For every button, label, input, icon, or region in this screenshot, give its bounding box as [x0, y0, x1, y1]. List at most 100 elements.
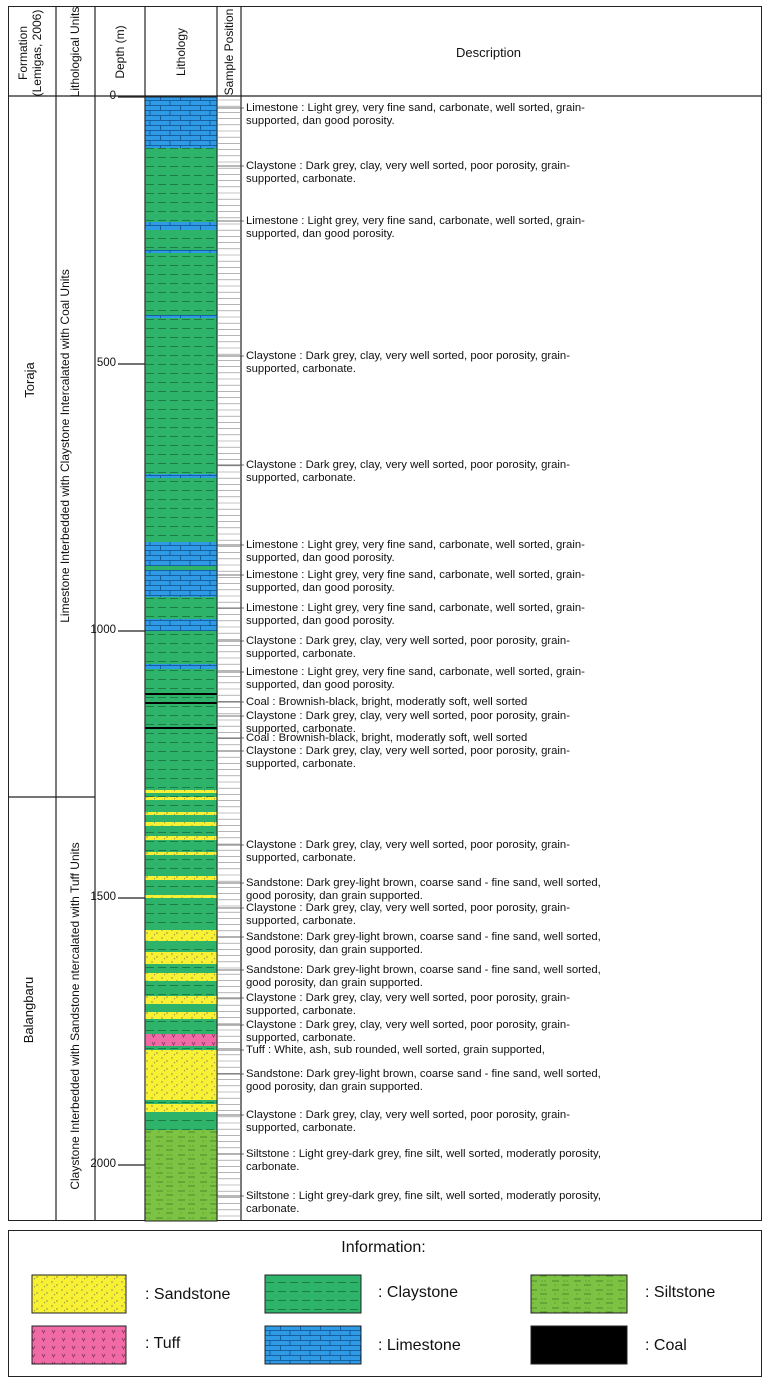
lithology-layer-claystone: [145, 840, 217, 852]
layer-description: Claystone : Dark grey, clay, very well s…: [246, 1109, 570, 1135]
lithology-layer-claystone: [145, 815, 217, 822]
layer-description: Claystone : Dark grey, clay, very well s…: [246, 350, 570, 376]
lithology-layer-claystone: [145, 148, 217, 222]
legend-swatch-sandstone: [31, 1274, 127, 1314]
lithology-layer-coal: [145, 693, 217, 695]
lithology-layer-sandstone: [145, 790, 217, 793]
layer-description: Claystone : Dark grey, clay, very well s…: [246, 839, 570, 865]
depth-tick-label: 2000: [90, 1158, 116, 1170]
lithology-layer-sandstone: [145, 895, 217, 898]
layer-description: Tuff : White, ash, sub rounded, well sor…: [246, 1044, 545, 1056]
layer-description: Claystone : Dark grey, clay, very well s…: [246, 902, 570, 928]
layer-description: Claystone : Dark grey, clay, very well s…: [246, 710, 570, 736]
lithology-layer-sandstone: [145, 952, 217, 964]
header-description: Description: [456, 45, 522, 60]
layer-description: Limestone : Light grey, very fine sand, …: [246, 666, 585, 692]
layer-description: Sandstone: Dark grey-light brown, coarse…: [246, 877, 601, 903]
lithology-layer-limestone: [145, 474, 217, 478]
legend-label-coal: : Coal: [645, 1337, 687, 1354]
column-frame: [8, 6, 762, 1221]
legend-label-tuff: : Tuff: [145, 1335, 181, 1352]
lithology-layer-sandstone: [145, 973, 217, 981]
depth-tick-label: 500: [96, 357, 116, 369]
layer-description: Sandstone: Dark grey-light brown, coarse…: [246, 1068, 601, 1094]
lithology-layer-claystone: [145, 964, 217, 973]
lithology-layer-limestone: [145, 570, 217, 597]
lithology-layer-sandstone: [145, 822, 217, 826]
layer-description: Claystone : Dark grey, clay, very well s…: [246, 160, 570, 186]
layer-description: Limestone : Light grey, very fine sand, …: [246, 602, 585, 628]
lithology-layer-claystone: [145, 230, 217, 250]
layer-description: Limestone : Light grey, very fine sand, …: [246, 215, 585, 241]
lithology-layer-sandstone: [145, 852, 217, 855]
depth-tick-label: 0: [109, 90, 116, 102]
legend-swatch-tuff: [31, 1325, 127, 1365]
lithology-layer-sandstone: [145, 930, 217, 941]
lithology-layer-claystone: [145, 941, 217, 952]
legend-frame: [8, 1230, 762, 1377]
lithology-layer-limestone: [145, 619, 217, 631]
lithology-layer-claystone: [145, 704, 217, 727]
lithology-layer-claystone: [145, 695, 217, 702]
lithology-layer-coal: [145, 727, 217, 729]
legend-label-sandstone: : Sandstone: [145, 1286, 231, 1303]
legend-label-siltstone: : Siltstone: [645, 1284, 716, 1301]
lithology-layer-claystone: [145, 729, 217, 790]
lithology-layer-claystone: [145, 800, 217, 812]
legend-title: Information:: [341, 1239, 426, 1256]
lithology-layer-limestone: [145, 315, 217, 318]
lithology-layer-claystone: [145, 826, 217, 836]
layer-description: Sandstone: Dark grey-light brown, coarse…: [246, 931, 601, 957]
lithology-layer-tuff: [145, 1034, 217, 1046]
layer-description: Coal : Brownish-black, bright, moderatly…: [246, 732, 528, 744]
lithology-layer-sandstone: [145, 876, 217, 880]
lithology-layer-coal: [145, 702, 217, 704]
lithology-layer-sandstone: [145, 836, 217, 840]
lithology-layer-siltstone: [145, 1130, 217, 1221]
layer-description: Claystone : Dark grey, clay, very well s…: [246, 745, 570, 771]
lithology-layer-limestone: [145, 542, 217, 566]
lithology-layer-claystone: [145, 981, 217, 996]
layer-description: Limestone : Light grey, very fine sand, …: [246, 539, 585, 565]
lithology-layer-claystone: [145, 669, 217, 693]
lithology-layer-claystone: [145, 597, 217, 619]
lithology-layer-claystone: [145, 1046, 217, 1050]
lithology-column-border: [144, 96, 218, 1222]
lithology-layer-claystone: [145, 631, 217, 664]
legend-swatch-limestone: [264, 1325, 362, 1365]
lithology-layer-claystone: [145, 566, 217, 570]
layer-description: Sandstone: Dark grey-light brown, coarse…: [246, 964, 601, 990]
lithology-layer-claystone: [145, 318, 217, 474]
lithology-layer-limestone: [145, 97, 217, 148]
legend-swatch-claystone: [264, 1274, 362, 1314]
layer-description: Coal : Brownish-black, bright, moderatly…: [246, 696, 528, 708]
depth-tick-label: 1500: [90, 891, 116, 903]
layer-description: Claystone : Dark grey, clay, very well s…: [246, 1019, 570, 1045]
lithology-layer-claystone: [145, 855, 217, 876]
lithology-layer-sandstone: [145, 797, 217, 800]
lithology-layer-limestone: [145, 222, 217, 230]
lithology-layer-claystone: [145, 1019, 217, 1034]
lithology-layer-sandstone: [145, 1050, 217, 1100]
lithology-layer-sandstone: [145, 1104, 217, 1112]
lithology-layer-claystone: [145, 478, 217, 542]
lithology-layer-limestone: [145, 250, 217, 253]
lithology-layer-limestone: [145, 664, 217, 669]
legend-swatch-siltstone: [530, 1274, 628, 1314]
legend-label-limestone: : Limestone: [378, 1337, 461, 1354]
legend-label-claystone: : Claystone: [378, 1284, 459, 1301]
layer-description: Limestone : Light grey, very fine sand, …: [246, 102, 585, 128]
lithology-layer-claystone: [145, 1004, 217, 1012]
lithology-layer-claystone: [145, 898, 217, 930]
lithology-layer-claystone: [145, 253, 217, 315]
lithology-layer-claystone: [145, 880, 217, 895]
lithology-layer-sandstone: [145, 812, 217, 815]
lithology-layer-claystone: [145, 1112, 217, 1130]
lithology-layer-claystone: [145, 1100, 217, 1104]
lithology-layer-sandstone: [145, 996, 217, 1004]
layer-description: Claystone : Dark grey, clay, very well s…: [246, 459, 570, 485]
layer-description: Siltstone : Light grey-dark grey, fine s…: [246, 1190, 601, 1216]
